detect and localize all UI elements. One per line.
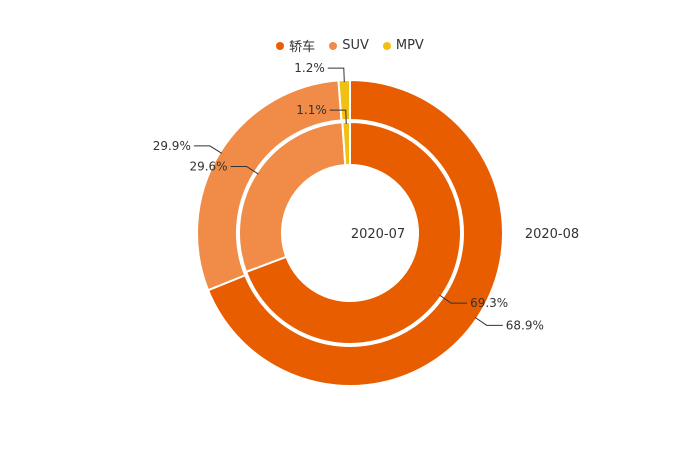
inner-slice-sedan[interactable] bbox=[244, 120, 462, 345]
slices-layer bbox=[196, 78, 504, 387]
chart-legend: 轿车 SUV MPV bbox=[0, 36, 700, 55]
inner-data-label-sedan: 69.3% bbox=[470, 296, 508, 310]
legend-label-suv: SUV bbox=[342, 38, 369, 53]
outer-slice-mpv[interactable] bbox=[337, 78, 351, 122]
outer-ring-label: 2020-08 bbox=[525, 227, 579, 242]
inner-slice-suv[interactable] bbox=[238, 121, 347, 274]
inner-slice-mpv[interactable] bbox=[341, 120, 351, 167]
legend-label-mpv: MPV bbox=[395, 38, 424, 53]
inner-leader-line-mpv bbox=[329, 109, 347, 125]
legend-item-suv[interactable]: SUV bbox=[329, 36, 369, 55]
outer-leader-line-suv bbox=[193, 145, 223, 154]
inner-leader-line-suv bbox=[230, 165, 259, 175]
legend-swatch-suv bbox=[329, 41, 338, 50]
outer-leader-line-mpv bbox=[327, 67, 345, 83]
outer-data-label-sedan: 68.9% bbox=[506, 318, 544, 332]
legend-swatch-mpv bbox=[382, 41, 391, 50]
legend-label-sedan: 轿车 bbox=[289, 40, 316, 55]
legend-swatch-sedan bbox=[276, 41, 285, 50]
inner-data-label-mpv: 1.1% bbox=[296, 103, 327, 117]
leader-lines-layer bbox=[193, 67, 503, 326]
data-labels-layer: 69.3% 29.6% 1.1% 68.9% 29.9% 1.2% bbox=[153, 61, 544, 332]
inner-leader-line-sedan bbox=[439, 294, 468, 304]
legend-item-mpv[interactable]: MPV bbox=[382, 36, 424, 55]
inner-ring-label: 2020-07 bbox=[351, 227, 405, 242]
outer-leader-line-sedan bbox=[474, 317, 503, 326]
outer-data-label-suv: 29.9% bbox=[153, 139, 191, 153]
inner-data-label-suv: 29.6% bbox=[189, 159, 227, 173]
legend-item-sedan[interactable]: 轿车 bbox=[276, 36, 315, 55]
outer-slice-sedan[interactable] bbox=[206, 78, 504, 387]
outer-data-label-mpv: 1.2% bbox=[294, 61, 325, 75]
